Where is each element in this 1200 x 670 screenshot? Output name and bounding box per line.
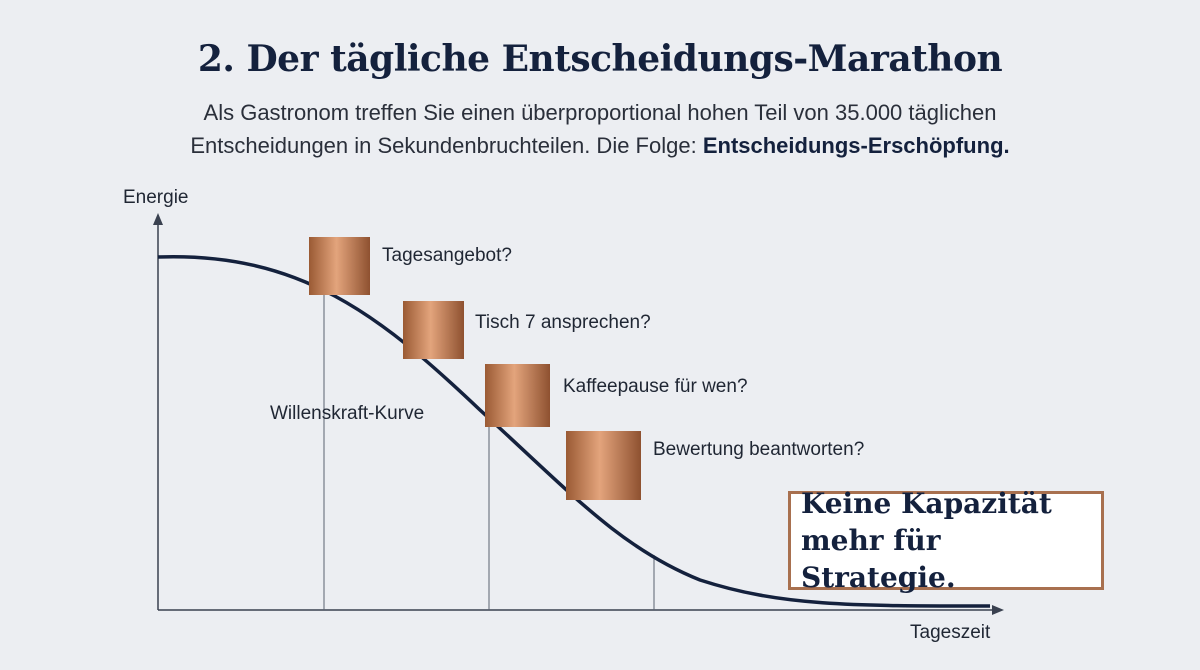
x-axis-label: Tageszeit (910, 622, 991, 643)
x-axis-arrow (992, 605, 1004, 615)
subtitle-line-2: Entscheidungen in Sekundenbruchteilen. D… (190, 133, 703, 158)
decision-label-2: Tisch 7 ansprechen? (475, 312, 651, 333)
decision-label-3: Kaffeepause für wen? (563, 376, 748, 397)
conclusion-text: Keine Kapazität mehr für Strategie. (801, 485, 1091, 596)
decision-label-4: Bewertung beantworten? (653, 439, 865, 460)
y-axis-arrow (153, 213, 163, 225)
subtitle-line-1: Als Gastronom treffen Sie einen überprop… (203, 100, 997, 125)
conclusion-line-1: Keine Kapazität (801, 487, 1052, 520)
page-title: 2. Der tägliche Entscheidungs-Marathon (197, 38, 1003, 80)
conclusion-box: Keine Kapazität mehr für Strategie. (788, 487, 1104, 594)
decision-block-1 (309, 237, 370, 295)
subtitle-highlight: Entscheidungs-Erschöpfung. (702, 133, 1010, 158)
subtitle: Als Gastronom treffen Sie einen überprop… (100, 96, 1100, 162)
decision-block-3 (485, 364, 550, 427)
decision-label-1: Tagesangebot? (382, 245, 512, 266)
curve-label: Willenskraft-Kurve (270, 403, 425, 424)
conclusion-line-2: mehr für Strategie. (801, 524, 956, 594)
decision-block-2 (403, 301, 464, 359)
decision-block-4 (566, 431, 641, 500)
y-axis-label: Energie (123, 187, 189, 208)
